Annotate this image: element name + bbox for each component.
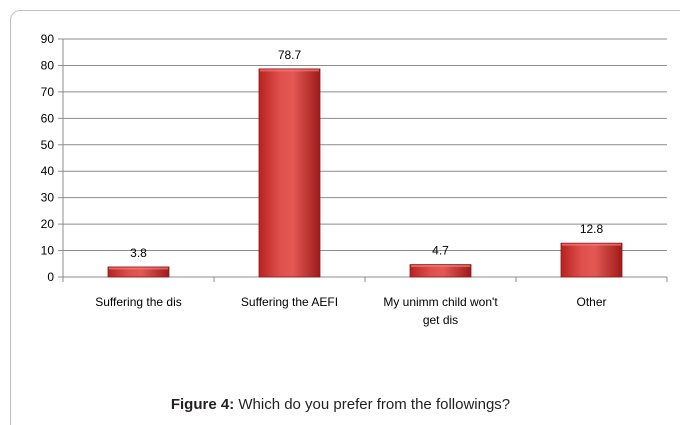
y-tick-label: 80 bbox=[41, 58, 55, 72]
y-tick-label: 20 bbox=[41, 217, 55, 231]
figure-caption: Figure 4: Which do you prefer from the f… bbox=[0, 396, 681, 413]
y-axis-tick-labels: 0 10 20 30 40 50 60 70 80 90 bbox=[41, 32, 55, 284]
data-label: 78.7 bbox=[278, 48, 302, 62]
y-tick-label: 60 bbox=[41, 111, 55, 125]
bar bbox=[258, 68, 321, 278]
gridlines bbox=[58, 38, 668, 282]
y-tick-label: 50 bbox=[41, 138, 55, 152]
bar bbox=[409, 264, 472, 278]
data-label: 12.8 bbox=[580, 222, 604, 236]
x-tick-label: Suffering the dis bbox=[95, 295, 182, 309]
x-tick-label: Suffering the AEFI bbox=[241, 295, 338, 309]
bars bbox=[107, 68, 623, 278]
figure-caption-text: Which do you prefer from the followings? bbox=[238, 396, 511, 413]
bar-highlight bbox=[411, 265, 470, 268]
y-tick-label: 30 bbox=[41, 191, 55, 205]
y-tick-label: 90 bbox=[41, 32, 55, 46]
bar-highlight bbox=[562, 243, 621, 246]
y-tick-label: 70 bbox=[41, 85, 55, 99]
x-axis-tick-labels: Suffering the dis Suffering the AEFI My un… bbox=[95, 295, 606, 327]
y-tick-label: 10 bbox=[41, 244, 55, 258]
y-tick-label: 0 bbox=[47, 270, 54, 284]
bar bbox=[560, 242, 623, 278]
x-tick-label: Other bbox=[576, 295, 606, 309]
y-tick-label: 40 bbox=[41, 164, 55, 178]
bar bbox=[107, 266, 170, 278]
bar-chart: 0 10 20 30 40 50 60 70 80 90 3.8 78.7 4.7 12.8 Suffe… bbox=[41, 32, 668, 327]
figure-number: Figure 4: bbox=[170, 396, 235, 413]
bar-highlight bbox=[260, 69, 319, 72]
bar-highlight bbox=[109, 267, 168, 270]
chart-frame bbox=[10, 10, 680, 425]
data-labels: 3.8 78.7 4.7 12.8 bbox=[130, 48, 603, 260]
data-label: 3.8 bbox=[130, 246, 147, 260]
data-label: 4.7 bbox=[432, 244, 449, 258]
x-tick-label: My unimm child won't get dis bbox=[383, 295, 498, 327]
